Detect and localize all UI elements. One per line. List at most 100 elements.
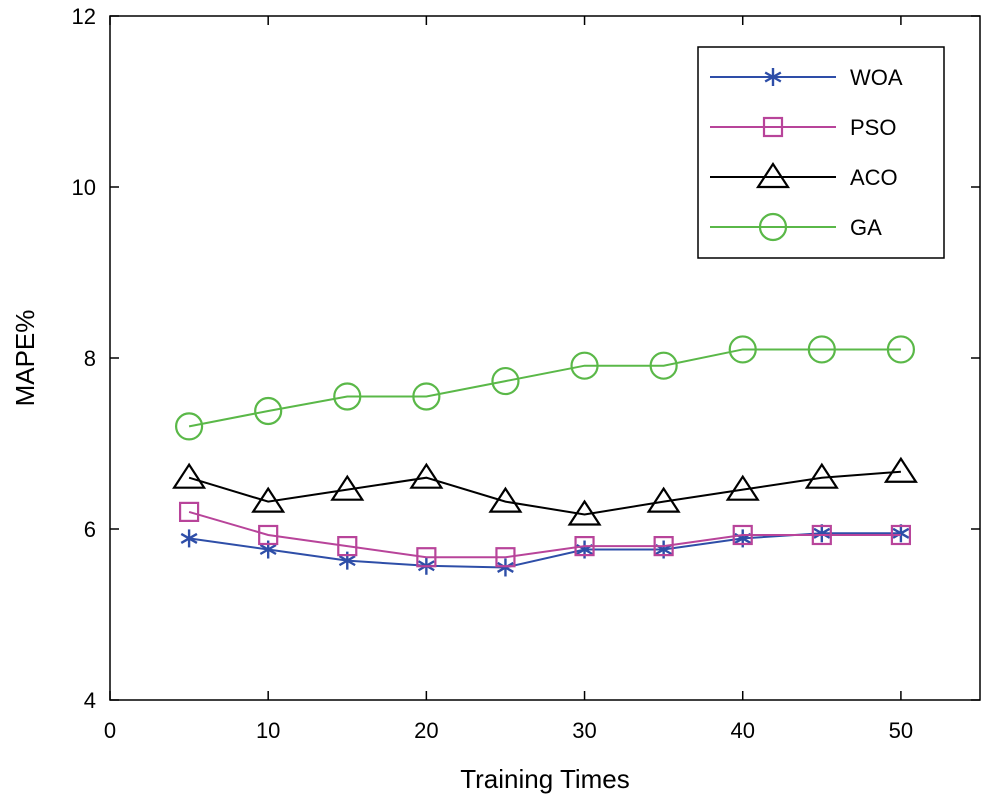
data-point-pso-shape — [653, 535, 674, 557]
data-point-aco-shape — [251, 486, 286, 513]
data-point-ga — [886, 335, 916, 364]
data-point-pso — [890, 524, 912, 546]
legend: WOA PSO ACO GA — [697, 46, 945, 259]
series-line-aco — [188, 470, 901, 516]
legend-box — [697, 46, 945, 259]
data-point-woa-stroke-d2 — [180, 532, 198, 544]
data-point-pso-shape — [495, 547, 516, 568]
legend-marker-ga-shape — [758, 212, 788, 242]
data-point-ga-shape — [728, 335, 757, 364]
data-point-ga — [491, 366, 520, 396]
legend-item-woa: WOA — [710, 65, 903, 90]
data-point-ga-shape — [807, 335, 836, 364]
legend-label-ga: GA — [850, 215, 882, 240]
x-tick-label: 0 — [104, 718, 116, 743]
data-point-ga-shape — [886, 335, 916, 364]
data-point-pso — [178, 501, 200, 522]
data-point-aco — [646, 486, 681, 513]
data-point-woa-stroke-d2 — [259, 543, 277, 556]
legend-label-woa: WOA — [850, 65, 903, 90]
x-tick-label: 10 — [256, 718, 280, 743]
data-point-aco — [251, 486, 286, 513]
data-point-pso-shape — [258, 524, 279, 546]
data-point-pso-shape — [811, 524, 832, 546]
data-point-ga-shape — [174, 412, 204, 441]
data-point-aco — [172, 462, 207, 489]
y-tick-label: 10 — [72, 175, 96, 200]
data-point-woa-stroke-d2 — [655, 543, 673, 556]
series-aco — [172, 456, 918, 526]
legend-marker-pso — [762, 116, 784, 138]
x-tick-label: 50 — [889, 718, 913, 743]
legend-label-aco: ACO — [850, 165, 898, 190]
data-point-pso-shape — [178, 501, 200, 522]
data-point-pso — [811, 524, 832, 546]
data-point-aco-shape — [172, 462, 207, 489]
y-tick-label: 4 — [84, 688, 96, 713]
x-tick-label: 40 — [730, 718, 754, 743]
data-point-ga — [412, 382, 441, 411]
series-line-ga — [188, 348, 901, 428]
data-point-woa-stroke-d2 — [497, 561, 514, 574]
data-point-ga — [728, 335, 757, 364]
data-point-ga — [807, 335, 836, 364]
data-point-aco-shape — [488, 486, 523, 513]
series-ga — [174, 335, 916, 441]
y-tick-label: 8 — [84, 346, 96, 371]
data-point-ga-shape — [254, 396, 283, 426]
data-point-ga-shape — [333, 382, 362, 411]
data-point-aco-shape — [883, 456, 918, 483]
legend-marker-woa — [764, 68, 782, 86]
legend-marker-aco — [755, 161, 791, 189]
data-point-woa — [892, 524, 910, 543]
data-point-aco-shape — [725, 474, 760, 501]
data-point-woa-stroke-d2 — [813, 527, 831, 539]
data-point-aco — [725, 474, 760, 501]
legend-marker-ga — [758, 212, 788, 242]
data-point-pso — [258, 524, 279, 546]
data-point-woa-stroke-d2 — [338, 555, 356, 567]
y-tick-label: 6 — [84, 517, 96, 542]
data-point-pso-shape — [732, 524, 753, 546]
data-point-aco — [330, 474, 365, 501]
data-point-aco-shape — [330, 474, 365, 501]
data-point-aco-shape — [567, 499, 602, 526]
data-point-pso — [653, 535, 674, 557]
x-axis-title: Training Times — [460, 764, 630, 794]
series-pso — [178, 501, 912, 568]
data-point-ga — [254, 396, 283, 426]
data-point-pso-shape — [337, 535, 358, 557]
x-tick-label: 30 — [572, 718, 596, 743]
data-point-aco-shape — [804, 462, 839, 489]
legend-item-pso: PSO — [710, 115, 896, 140]
legend-item-ga: GA — [710, 212, 882, 242]
data-point-ga-shape — [649, 351, 678, 380]
data-point-aco — [804, 462, 839, 489]
data-point-woa-stroke-d2 — [892, 527, 910, 539]
y-tick-label: 12 — [72, 4, 96, 29]
legend-item-aco: ACO — [710, 161, 898, 190]
y-axis-title: MAPE% — [10, 310, 40, 407]
data-point-ga — [649, 351, 678, 380]
data-point-ga-shape — [491, 366, 520, 396]
data-point-woa — [813, 524, 831, 543]
data-point-aco — [409, 462, 444, 489]
data-point-woa — [180, 529, 198, 548]
data-point-pso — [416, 547, 437, 568]
data-point-pso-shape — [574, 535, 595, 557]
data-point-aco — [883, 456, 918, 483]
legend-marker-aco-shape — [755, 161, 791, 189]
data-point-pso-shape — [416, 547, 437, 568]
series-line-pso — [188, 510, 901, 559]
data-point-aco-shape — [409, 462, 444, 489]
data-point-aco — [488, 486, 523, 513]
data-point-aco-shape — [646, 486, 681, 513]
data-point-pso — [732, 524, 753, 546]
data-point-ga — [570, 351, 599, 380]
x-tick-label: 20 — [414, 718, 438, 743]
data-point-pso — [574, 535, 595, 557]
data-point-pso — [495, 547, 516, 568]
data-point-ga — [174, 412, 204, 441]
axes-layer: 0 10 20 30 40 50 4 6 8 10 12 — [72, 4, 981, 743]
